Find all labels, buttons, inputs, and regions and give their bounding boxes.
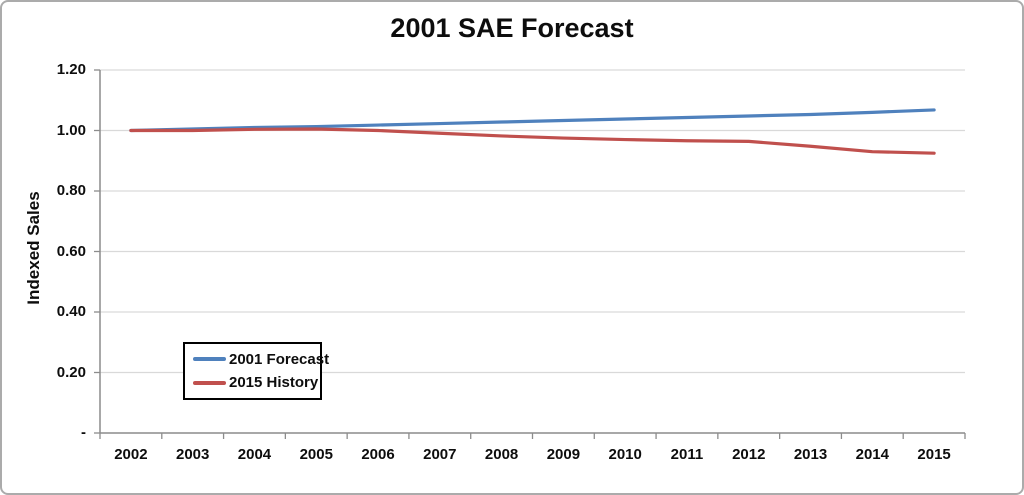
y-tick-label: 0.40: [56, 303, 86, 320]
x-tick-label: 2014: [855, 446, 889, 463]
x-tick-label: 2003: [175, 446, 210, 463]
x-tick-label: 2010: [608, 446, 642, 463]
x-tick-label: 2005: [299, 446, 333, 463]
x-tick-label: 2009: [546, 446, 581, 463]
x-tick-label: 2008: [484, 446, 519, 463]
legend-entry-forecast: 2001 Forecast: [193, 351, 329, 368]
chart-legend: 2001 Forecast 2015 History: [183, 342, 329, 400]
y-tick-label: -: [81, 424, 86, 441]
series-line-2015-history: [129, 127, 936, 155]
legend-entry-history: 2015 History: [193, 374, 320, 391]
series-line-2001-forecast: [129, 108, 936, 133]
legend-line-swatch-forecast: [193, 357, 226, 362]
x-tick-label: 2004: [237, 446, 272, 463]
y-tick-label: 0.60: [56, 242, 86, 260]
x-tick-label: 2002: [114, 446, 148, 463]
y-tick-label: 1.00: [56, 121, 86, 139]
x-tick-label: 2012: [732, 446, 766, 463]
y-tick-label: 0.80: [56, 182, 86, 199]
legend-label-history: 2015 History: [229, 374, 319, 392]
legend-label-forecast: 2001 Forecast: [229, 350, 330, 368]
y-tick-label: 0.20: [56, 363, 86, 381]
chart-title: 2001 SAE Forecast: [390, 13, 634, 43]
x-tick-label: 2015: [917, 446, 951, 463]
x-tick-label: 2013: [793, 446, 828, 463]
x-tick-label: 2007: [423, 446, 457, 463]
x-tick-label: 2011: [670, 446, 704, 463]
legend-line-swatch-history: [193, 380, 226, 385]
y-tick-label: 1.20: [56, 61, 86, 78]
x-tick-label: 2006: [361, 446, 395, 463]
